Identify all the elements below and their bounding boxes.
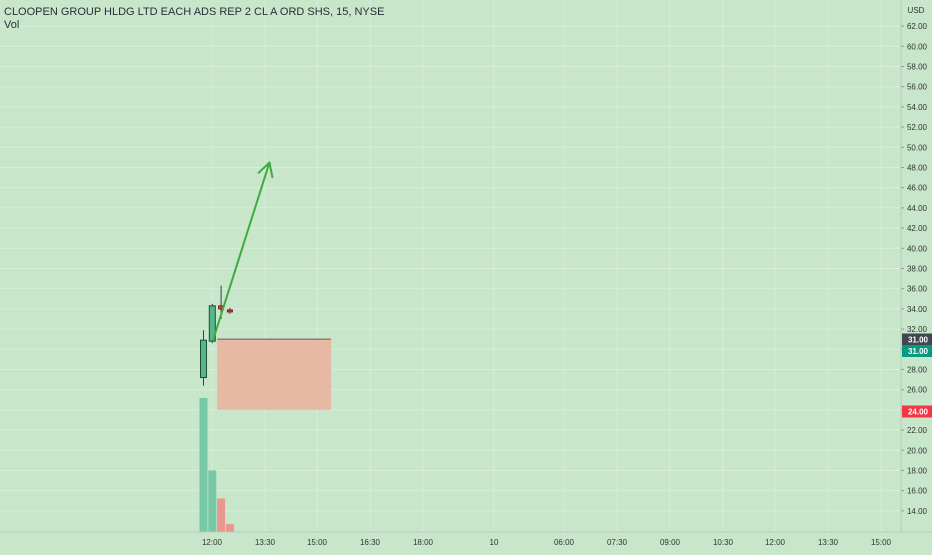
candle-body[interactable] (200, 339, 207, 379)
price-badge-label: 31.00 (908, 336, 929, 345)
y-tick-label: 52.00 (907, 123, 928, 132)
x-tick-label: 15:00 (307, 538, 328, 547)
y-tick-label: 14.00 (907, 507, 928, 516)
price-badge[interactable] (902, 405, 932, 418)
currency-label: USD (908, 6, 925, 15)
y-tick-label: 18.00 (907, 466, 928, 475)
candle-body[interactable] (208, 305, 216, 342)
trend-arrow-line[interactable] (212, 161, 271, 341)
volume-bar (208, 470, 217, 532)
price-zone[interactable] (217, 339, 332, 410)
chart-title[interactable]: CLOOPEN GROUP HLDG LTD EACH ADS REP 2 CL… (4, 6, 385, 18)
y-tick-label: 40.00 (907, 244, 928, 253)
y-tick-label: 28.00 (907, 365, 928, 374)
y-tick-label: 58.00 (907, 62, 928, 71)
trend-arrow-head[interactable] (257, 161, 274, 179)
grid-layer (0, 0, 901, 532)
y-tick-label: 56.00 (907, 83, 928, 92)
x-tick-label: 12:00 (765, 538, 786, 547)
price-badge-label: 24.00 (908, 408, 929, 417)
x-tick-label: 15:00 (871, 538, 892, 547)
y-tick-label: 34.00 (907, 305, 928, 314)
volume-bar (225, 523, 234, 532)
x-tick-label: 18:00 (413, 538, 434, 547)
volume-label[interactable]: Vol (4, 19, 20, 31)
y-tick-label: 48.00 (907, 163, 928, 172)
x-tick-label: 10 (490, 538, 499, 547)
volume-bar (217, 498, 226, 532)
x-tick-label: 07:30 (607, 538, 628, 547)
arrow-layer[interactable] (212, 161, 274, 341)
x-tick-label: 12:00 (202, 538, 223, 547)
y-tick-label: 36.00 (907, 285, 928, 294)
price-badge-label: 31.00 (908, 347, 929, 356)
y-tick-label: 26.00 (907, 386, 928, 395)
candle-body[interactable] (226, 309, 233, 313)
y-tick-label: 44.00 (907, 204, 928, 213)
y-tick-label: 32.00 (907, 325, 928, 334)
x-tick-label: 13:30 (255, 538, 276, 547)
x-tick-label: 09:00 (660, 538, 681, 547)
y-tick-label: 60.00 (907, 42, 928, 51)
price-badge[interactable] (902, 345, 932, 357)
y-tick-label: 38.00 (907, 264, 928, 273)
y-tick-label: 22.00 (907, 426, 928, 435)
x-tick-label: 16:30 (360, 538, 381, 547)
x-tick-label: 13:30 (818, 538, 839, 547)
y-tick-label: 62.00 (907, 22, 928, 31)
y-tick-label: 50.00 (907, 143, 928, 152)
x-tick-label: 06:00 (554, 538, 575, 547)
y-tick-label: 46.00 (907, 184, 928, 193)
y-tick-label: 20.00 (907, 446, 928, 455)
volume-bar (199, 398, 208, 532)
y-tick-label: 42.00 (907, 224, 928, 233)
y-tick-label: 16.00 (907, 487, 928, 496)
volume-layer (199, 398, 234, 532)
x-tick-label: 10:30 (713, 538, 734, 547)
y-tick-label: 54.00 (907, 103, 928, 112)
zone-layer (217, 338, 332, 410)
price-badge[interactable] (902, 333, 932, 346)
